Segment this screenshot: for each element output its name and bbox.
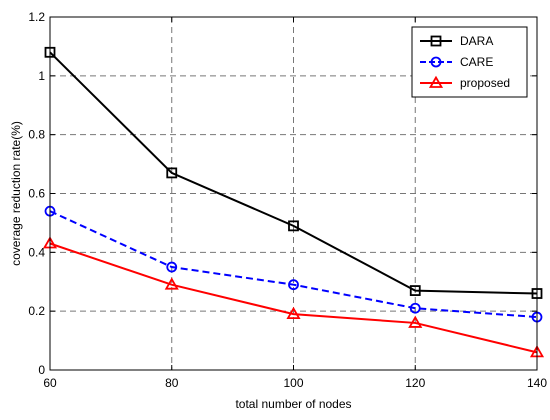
series-line-proposed (49, 242, 538, 354)
y-tick-label: 1.2 (28, 10, 45, 24)
series-care (44, 205, 543, 323)
x-axis-label: total number of nodes (235, 397, 351, 411)
y-tick-label: 0.4 (28, 245, 45, 259)
data-point-proposed (164, 277, 179, 290)
legend-marker-care (430, 56, 442, 68)
data-point-dara (166, 167, 178, 179)
y-tick-label: 0.6 (28, 187, 45, 201)
data-point-proposed (408, 315, 423, 328)
legend-marker-proposed (428, 75, 444, 88)
x-tick-label: 60 (43, 376, 57, 390)
x-tick-label: 100 (283, 376, 303, 390)
data-point-care (288, 279, 299, 291)
y-tick-label: 1 (38, 69, 45, 83)
data-point-dara (409, 285, 421, 296)
axis-ticks: 60 80 100 120 140 0 0.2 0.4 0.6 0.8 1 1.2 (28, 10, 547, 390)
y-tick-label: 0.8 (28, 128, 45, 142)
data-point-care (409, 302, 421, 314)
legend: DARA CARE proposed (411, 26, 528, 98)
legend-label-proposed: proposed (460, 76, 510, 90)
x-tick-label: 140 (527, 376, 547, 390)
y-tick-label: 0.2 (28, 304, 45, 318)
data-point-proposed (286, 306, 301, 320)
legend-label-dara: DARA (460, 34, 493, 48)
x-tick-label: 120 (405, 376, 425, 390)
legend-label-care: CARE (460, 55, 493, 69)
data-point-care (166, 261, 178, 273)
x-tick-label: 80 (165, 376, 179, 390)
series-proposed (42, 236, 545, 358)
legend-marker-dara (430, 35, 442, 47)
series-line-dara (49, 51, 538, 295)
y-tick-label: 0 (38, 363, 45, 377)
series-line-care (49, 210, 538, 319)
y-axis-label: coverage reduction rate(%) (9, 121, 23, 266)
data-point-dara (288, 220, 299, 232)
